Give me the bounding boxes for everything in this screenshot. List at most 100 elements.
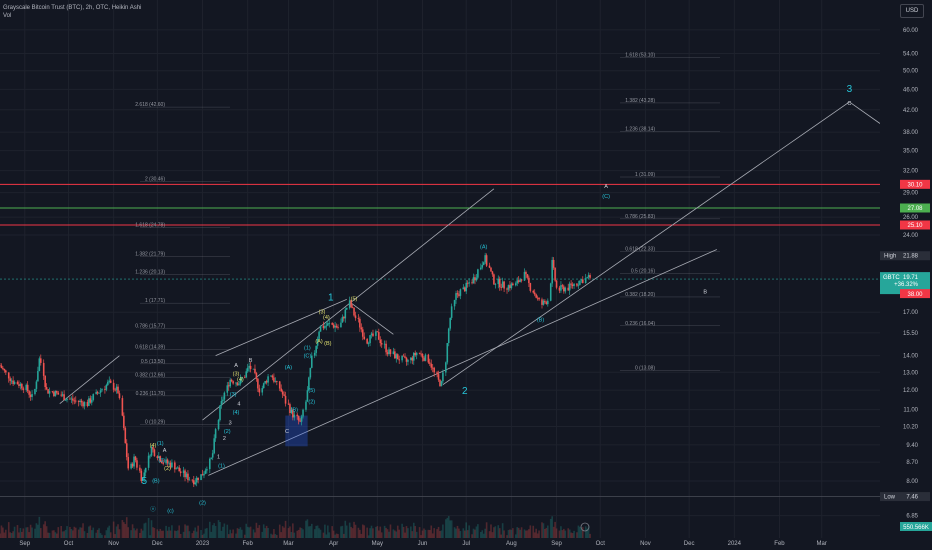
- indicator-label: Vol: [3, 13, 12, 19]
- volume-bar: [335, 533, 338, 538]
- candle-body: [217, 420, 220, 430]
- candle-body: [223, 392, 226, 400]
- wave-label: (1): [157, 441, 164, 447]
- volume-bar: [516, 527, 519, 538]
- wave-label: (5): [308, 388, 315, 394]
- trendline: [215, 299, 347, 357]
- volume-bar: [130, 530, 132, 538]
- volume-bar: [12, 531, 14, 538]
- candle-body: [121, 398, 124, 416]
- candle-body: [83, 401, 86, 407]
- volume-bar: [401, 523, 403, 538]
- volume-bar: [278, 524, 281, 538]
- volume-bar: [51, 530, 54, 538]
- volume-bar: [280, 532, 282, 538]
- candle-body: [459, 289, 462, 296]
- volume-bar: [455, 528, 457, 538]
- volume-bar: [210, 531, 213, 538]
- candle-body: [204, 470, 207, 474]
- volume-bar: [26, 527, 29, 538]
- candle-body: [150, 446, 153, 456]
- candle-body: [331, 323, 333, 325]
- fib-label: 1.382 (21.79): [135, 252, 165, 258]
- candle-body: [568, 283, 571, 291]
- volume-bar: [484, 528, 486, 538]
- volume-bar: [375, 526, 377, 538]
- wave-label: (A): [315, 339, 323, 345]
- candle-body: [372, 333, 374, 336]
- candle-body: [401, 355, 403, 361]
- candle-body: [351, 307, 354, 308]
- volume-bar: [514, 534, 517, 538]
- candle-body: [497, 278, 500, 285]
- candle-body: [289, 404, 291, 413]
- candle-body: [485, 255, 488, 266]
- candle-body: [567, 287, 570, 291]
- wave-label: 3: [229, 420, 232, 426]
- volume-bar: [453, 527, 456, 538]
- candle-body: [105, 384, 108, 390]
- volume-bar: [125, 517, 128, 538]
- candle-body: [308, 377, 310, 391]
- currency-button[interactable]: USD: [900, 4, 924, 18]
- candle-body: [9, 378, 11, 381]
- low-value: 7.46: [906, 495, 918, 501]
- wave-label: (3): [233, 372, 240, 378]
- volume-bar: [376, 526, 379, 538]
- high-label: High: [884, 254, 896, 260]
- candle-body: [141, 477, 144, 482]
- candle-body: [152, 446, 154, 450]
- volume-bar: [420, 535, 422, 538]
- volume-bar: [222, 526, 224, 538]
- volume-bar: [56, 533, 58, 538]
- candle-body: [529, 283, 532, 291]
- volume-bar: [152, 527, 154, 538]
- candle-body: [348, 300, 351, 308]
- candle-body: [276, 381, 278, 382]
- candle-body: [555, 280, 558, 288]
- candle-body: [367, 343, 370, 344]
- candle-body: [203, 473, 205, 476]
- volume-bar: [66, 526, 68, 538]
- x-tick-label: Apr: [329, 541, 338, 547]
- candle-body: [284, 395, 287, 404]
- candle-body: [415, 352, 418, 356]
- candle-body: [171, 462, 173, 468]
- candle-body: [510, 283, 513, 289]
- candle-body: [226, 385, 229, 393]
- candle-body: [445, 362, 447, 373]
- candle-body: [482, 262, 485, 266]
- volume-bar: [206, 528, 208, 538]
- wave-label: (2): [199, 501, 206, 507]
- volume-bar: [536, 533, 539, 538]
- candle-body: [369, 335, 371, 344]
- volume-bar: [229, 529, 231, 538]
- candle-body: [143, 472, 146, 478]
- y-tick-label: 35.00: [903, 149, 919, 155]
- candle-body: [512, 283, 514, 286]
- volume-bar: [573, 530, 575, 538]
- candle-body: [560, 285, 562, 291]
- volume-bar: [168, 526, 170, 538]
- fib-label: 0.786 (15.77): [135, 324, 165, 330]
- volume-bar: [188, 531, 191, 538]
- symbol-tag: GBTC: [883, 275, 900, 281]
- candle-body: [42, 362, 45, 376]
- volume-bar: [501, 523, 504, 538]
- volume-bar: [436, 529, 438, 538]
- candle-body: [514, 283, 517, 286]
- volume-bar: [121, 520, 124, 538]
- candle-body: [538, 297, 540, 300]
- volume-bar: [310, 523, 313, 538]
- candle-body: [589, 275, 591, 278]
- candle-body: [77, 400, 80, 402]
- candle-body: [332, 324, 335, 328]
- candle-body: [227, 385, 230, 387]
- volume-bar: [194, 527, 197, 538]
- volume-bar: [517, 527, 520, 538]
- volume-bar: [47, 532, 49, 538]
- grid: [0, 0, 880, 538]
- last-price: 19.71: [903, 275, 919, 281]
